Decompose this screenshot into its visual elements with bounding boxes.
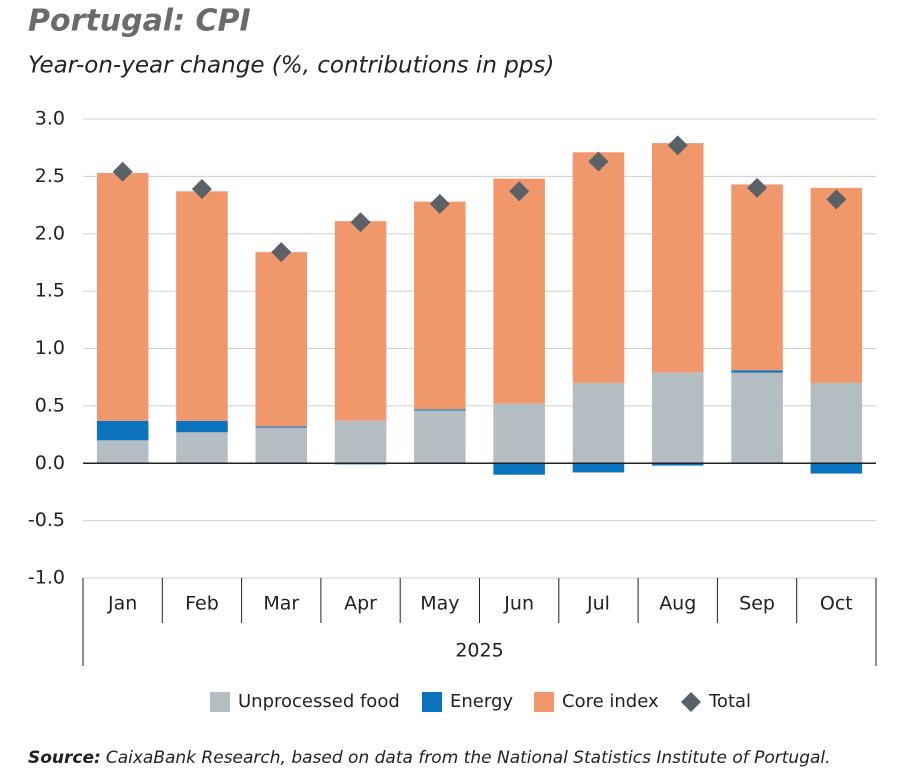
- y-tick-label: 3.0: [35, 108, 65, 130]
- bar-segment: [810, 463, 863, 474]
- total-marker: [112, 161, 133, 182]
- bar-segment: [96, 420, 149, 441]
- legend-label: Energy: [450, 691, 513, 712]
- bar-segment: [96, 440, 149, 464]
- x-tick-label: Jun: [503, 593, 534, 615]
- x-tick-label: May: [420, 593, 459, 615]
- bar-segment: [572, 152, 625, 383]
- x-tick-label: Jan: [107, 593, 137, 615]
- legend-label: Core index: [562, 691, 659, 712]
- y-tick-label: 1.5: [35, 280, 65, 302]
- total-marker: [747, 177, 768, 198]
- bar-segment: [651, 372, 704, 464]
- bar-segment: [651, 143, 704, 373]
- y-tick-label: 0.5: [35, 394, 65, 416]
- bar-segment: [731, 184, 783, 371]
- legend-swatch: [534, 692, 554, 712]
- x-group-label: 2025: [455, 640, 503, 662]
- bar-segment: [414, 410, 466, 464]
- legend-swatch: [681, 692, 701, 712]
- total-marker: [350, 212, 371, 233]
- y-tick-label: 1.0: [35, 337, 65, 359]
- bar-segment: [334, 221, 387, 421]
- legend-label: Unprocessed food: [238, 691, 400, 712]
- bar-segment: [414, 409, 466, 411]
- total-marker: [588, 151, 609, 172]
- y-tick-label: -0.5: [28, 509, 65, 531]
- total-marker: [271, 242, 292, 263]
- bar-segment: [255, 426, 308, 428]
- chart-subtitle: Year-on-year change (%, contributions in…: [28, 53, 554, 79]
- legend-label: Total: [708, 691, 751, 712]
- legend-swatch: [422, 692, 442, 712]
- bar-segment: [255, 427, 308, 464]
- x-tick-label: Feb: [185, 593, 219, 615]
- y-tick-label: 0.0: [35, 452, 65, 474]
- source-label: Source:: [28, 748, 101, 768]
- total-marker: [191, 178, 212, 199]
- bar-segment: [493, 463, 545, 475]
- legend-swatch: [210, 692, 230, 712]
- y-tick-label: -1.0: [28, 567, 65, 589]
- bar-segment: [96, 172, 149, 421]
- total-marker: [667, 135, 688, 156]
- source-note: Source: CaixaBank Research, based on data…: [28, 748, 831, 768]
- bar-segment: [651, 463, 704, 466]
- source-text: CaixaBank Research, based on data from t…: [106, 748, 831, 768]
- x-tick-label: Apr: [344, 593, 377, 615]
- x-tick-label: Aug: [659, 593, 696, 615]
- y-tick-label: 2.5: [35, 165, 65, 187]
- bar-segment: [334, 420, 387, 464]
- x-tick-label: Oct: [820, 593, 853, 615]
- total-marker: [509, 181, 530, 202]
- bar-segment: [493, 178, 545, 404]
- bar-segment: [731, 370, 783, 373]
- total-marker: [826, 189, 847, 210]
- bar-segment: [414, 201, 466, 410]
- bar-segment: [731, 372, 783, 464]
- bar-segment: [176, 420, 228, 433]
- x-tick-label: Jul: [586, 593, 610, 615]
- bar-segment: [176, 191, 228, 421]
- bar-segment: [572, 382, 625, 464]
- x-tick-label: Mar: [263, 593, 299, 615]
- bar-segment: [810, 187, 863, 383]
- bar-segment: [572, 463, 625, 473]
- total-marker: [429, 193, 450, 214]
- x-tick-label: Sep: [739, 593, 775, 615]
- chart-title: Portugal: CPI: [28, 4, 251, 39]
- bar-segment: [493, 403, 545, 464]
- bar-segment: [255, 252, 308, 427]
- bar-segment: [176, 432, 228, 464]
- y-tick-label: 2.0: [35, 222, 65, 244]
- bar-segment: [810, 382, 863, 464]
